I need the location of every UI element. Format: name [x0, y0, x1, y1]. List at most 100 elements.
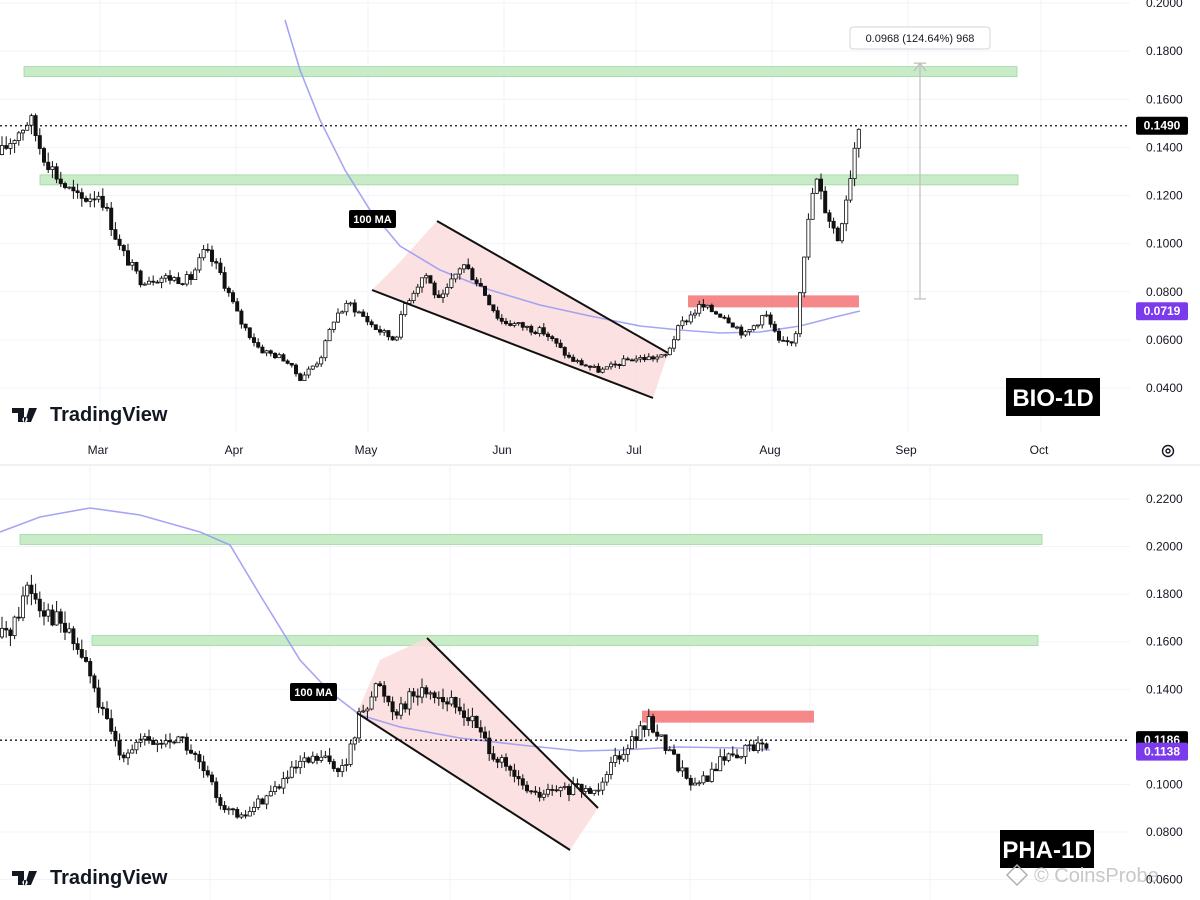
candle-body: [478, 727, 483, 733]
candle-body: [105, 206, 110, 209]
candle-body: [79, 192, 84, 199]
candle-body: [676, 325, 681, 341]
candle-body: [403, 303, 408, 316]
candle-body: [600, 368, 605, 373]
candle-body: [814, 178, 819, 194]
bio-chart-panel[interactable]: 100 MA BIO-1D TradingView 0.0968 (124.64%) …: [0, 0, 1188, 458]
candle-body: [67, 628, 72, 633]
candle-body: [823, 190, 828, 214]
candle-body: [722, 316, 727, 319]
candle-body: [8, 143, 13, 149]
candle-body: [445, 287, 450, 295]
tradingview-logo-icon: [12, 408, 37, 423]
price-badge-bg: [1136, 742, 1188, 761]
tradingview-logo-icon: [12, 871, 37, 886]
ma-price-badge[interactable]: 0.0719: [1144, 304, 1181, 318]
candle-body: [251, 337, 256, 343]
x-tick-label: Oct: [1030, 443, 1049, 457]
candle-body: [630, 359, 635, 362]
last-price-badge[interactable]: 0.1490: [1144, 119, 1181, 133]
coinsprobe-watermark: © CoinsProbe: [1034, 865, 1159, 887]
candle-body: [84, 197, 89, 202]
resistance-zone: [642, 710, 814, 723]
candle-body: [688, 314, 693, 323]
candle-body: [798, 292, 803, 335]
candle-body: [495, 758, 500, 763]
candle-body: [449, 697, 454, 705]
candle-body: [54, 166, 59, 180]
candle-body: [16, 132, 21, 141]
candle-body: [394, 336, 399, 341]
candle-body: [470, 268, 475, 281]
candle-body: [205, 770, 210, 776]
candle-body: [100, 195, 105, 208]
bio-price-axis[interactable]: 0.2000 0.1800 0.1600 0.1400 0.1200 0.1000 0.08…: [1136, 0, 1188, 395]
candle-body: [571, 356, 576, 362]
candle-body: [356, 311, 361, 314]
pha-chart-panel[interactable]: 100 MA PHA-1D TradingView © CoinsProbe 0.22…: [0, 466, 1188, 900]
candle-body: [12, 616, 17, 637]
candle-body: [470, 715, 475, 722]
candle-body: [247, 327, 252, 339]
candle-body: [693, 312, 698, 316]
candle-body: [142, 283, 147, 286]
candle-body: [520, 322, 525, 328]
candle-body: [453, 697, 458, 708]
bio-time-axis[interactable]: Mar Apr May Jun Jul Aug Sep Oct: [88, 443, 1175, 458]
candle-body: [705, 304, 710, 308]
ma-tag-bg: [290, 683, 337, 701]
ma-price-badge[interactable]: 0.1138: [1144, 745, 1180, 759]
candle-body: [478, 283, 483, 287]
candle-body: [735, 326, 740, 329]
candle-body: [117, 740, 122, 756]
candle-body: [663, 354, 668, 357]
gear-icon[interactable]: [1161, 444, 1175, 458]
candle-body: [604, 774, 609, 783]
candle-body: [109, 207, 114, 231]
candle-body: [588, 365, 593, 368]
candle-body: [592, 789, 597, 794]
candle-body: [302, 374, 307, 381]
candle-body: [688, 777, 693, 786]
candle-body: [314, 755, 319, 761]
pha-price-axis[interactable]: 0.22000.20000.18000.16000.14000.12000.10…: [1136, 492, 1188, 887]
candle-body: [436, 294, 441, 298]
candle-body: [340, 311, 345, 314]
candle-body: [394, 711, 399, 716]
support-zone: [91, 635, 1039, 646]
candle-body: [344, 764, 349, 766]
candle-body: [558, 342, 563, 348]
candle-body: [646, 716, 651, 730]
candle-body: [218, 797, 223, 806]
pha-zones: [19, 534, 1043, 850]
candle-body: [239, 310, 244, 325]
candle-body: [4, 145, 9, 149]
candle-body: [277, 354, 282, 359]
candle-body: [621, 753, 626, 760]
y-tick-label: 0.2000: [1146, 540, 1183, 554]
bio-candles: [0, 113, 861, 382]
candle-body: [764, 314, 769, 317]
tradingview-brand: TradingView: [50, 404, 168, 426]
y-tick-label: 0.1400: [1146, 140, 1183, 154]
candle-body: [29, 115, 34, 126]
candle-body: [226, 808, 231, 811]
candle-body: [604, 366, 609, 370]
candle-body: [42, 610, 47, 617]
y-tick-label: 0.0600: [1146, 333, 1183, 347]
candle-body: [4, 627, 9, 631]
candle-body: [0, 627, 4, 638]
x-tick-label: Aug: [759, 443, 780, 457]
ma-tag-bg: [349, 210, 396, 228]
candle-body: [634, 358, 639, 362]
candle-body: [487, 295, 492, 306]
candle-body: [340, 765, 345, 773]
candle-body: [138, 270, 143, 286]
candle-body: [567, 354, 572, 358]
support-zone: [39, 174, 1019, 186]
y-tick-label: 0.2200: [1146, 492, 1183, 506]
candle-body: [398, 703, 403, 716]
candle-body: [562, 786, 567, 788]
candle-body: [558, 787, 563, 792]
candle-body: [419, 687, 424, 698]
